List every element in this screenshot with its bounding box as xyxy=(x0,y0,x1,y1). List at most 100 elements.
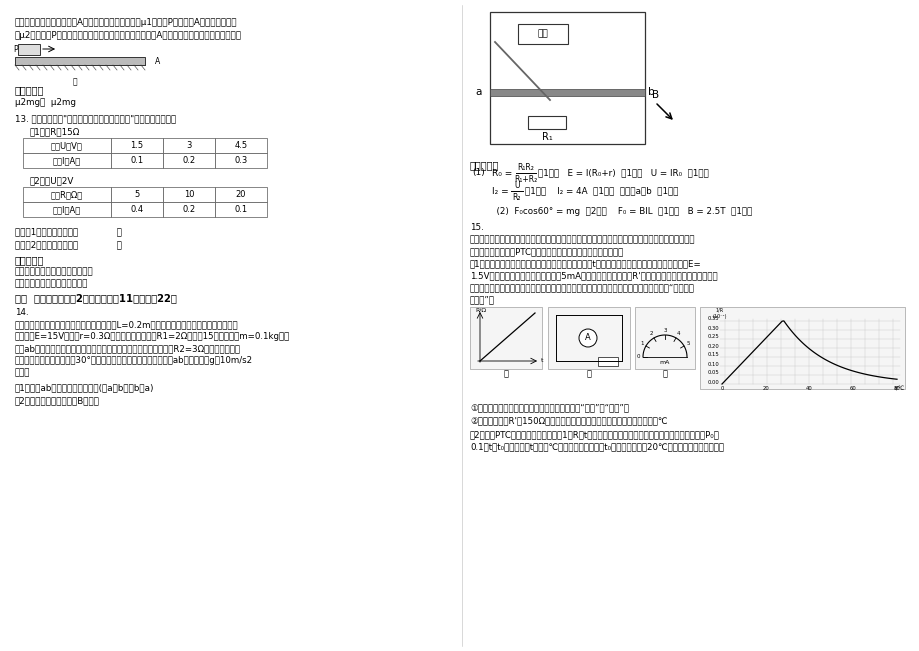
Text: 0.05: 0.05 xyxy=(707,370,719,376)
Text: 10: 10 xyxy=(184,190,194,199)
Text: 甲: 甲 xyxy=(503,369,508,378)
Text: a: a xyxy=(475,87,482,97)
Text: R₁: R₁ xyxy=(541,133,551,143)
Bar xyxy=(23,202,111,217)
Bar xyxy=(215,153,267,168)
Text: 0.15: 0.15 xyxy=(707,352,719,357)
Text: 1.5V，内阻不计）、电流表（量程为5mA、内阻不计）、电阻箱R'串联起来，连接成图（乙）所示电: 1.5V，内阻不计）、电流表（量程为5mA、内阻不计）、电阻箱R'串联起来，连接… xyxy=(470,271,717,280)
Text: B: B xyxy=(652,90,658,100)
Text: 电流I（A）: 电流I（A） xyxy=(52,205,81,214)
Text: （1分）    I₂ = 4A  （1分）  方向由a至b  （1分）: （1分） I₂ = 4A （1分） 方向由a至b （1分） xyxy=(525,186,678,195)
Text: μ2mg；  μ2mg: μ2mg； μ2mg xyxy=(15,98,76,107)
Text: 0.20: 0.20 xyxy=(707,344,719,348)
Circle shape xyxy=(578,329,596,347)
Text: R/Ω: R/Ω xyxy=(474,308,485,313)
Text: 3: 3 xyxy=(187,141,191,150)
Text: （2）匀强磁场磁感应强度B的大小: （2）匀强磁场磁感应强度B的大小 xyxy=(15,396,100,405)
Text: U: U xyxy=(514,180,519,189)
Bar xyxy=(490,89,644,96)
Text: 属棒ab水平地搭在导轨的外侧，并与导轨接触良好，接入电路的电阻R2=3Ω。为了使金属棒: 属棒ab水平地搭在导轨的外侧，并与导轨接触良好，接入电路的电阻R2=3Ω。为了使… xyxy=(15,344,241,353)
Text: 参考答案：: 参考答案： xyxy=(470,160,499,170)
Text: 为μ2，则木块P所受到长木板的摩擦力大小为＿＿，长木板A所受到地面的摩擦力大小为＿＿。: 为μ2，则木块P所受到长木板的摩擦力大小为＿＿，长木板A所受到地面的摩擦力大小为… xyxy=(15,31,242,40)
Text: 40: 40 xyxy=(805,386,812,391)
Bar xyxy=(517,24,567,44)
Text: 1: 1 xyxy=(640,341,642,346)
Text: 路，用该电阻做测温探头，把电流表的电流刻度改为相应的温度刻度，就得到一个简单的“金属电阻: 路，用该电阻做测温探头，把电流表的电流刻度改为相应的温度刻度，就得到一个简单的“… xyxy=(470,283,694,292)
Text: 0: 0 xyxy=(636,355,639,359)
Text: R₂: R₂ xyxy=(512,193,521,202)
Text: mA: mA xyxy=(659,361,669,365)
Text: （2）一由PTC元件做成的加热器，其1／R－t的关系如图（丁）所示，已知它向周围散热的功率为P₀＝: （2）一由PTC元件做成的加热器，其1／R－t的关系如图（丁）所示，已知它向周围… xyxy=(470,430,719,439)
Bar xyxy=(490,12,644,144)
Text: R₀ =: R₀ = xyxy=(492,169,512,178)
Bar xyxy=(470,307,541,369)
Text: 20: 20 xyxy=(235,190,246,199)
Text: 0: 0 xyxy=(720,386,723,391)
Text: 4.5: 4.5 xyxy=(234,141,247,150)
Text: (2)  F₀cos60° = mg  （2分）    F₀ = BIL  （1分）   B = 2.5T  （1分）: (2) F₀cos60° = mg （2分） F₀ = BIL （1分） B =… xyxy=(480,207,752,216)
Bar xyxy=(215,138,267,153)
Text: b: b xyxy=(647,87,653,97)
Bar xyxy=(548,307,630,369)
Bar xyxy=(163,153,215,168)
Text: 2: 2 xyxy=(649,331,652,336)
Bar xyxy=(111,153,163,168)
Bar xyxy=(111,202,163,217)
Text: 5: 5 xyxy=(686,341,689,346)
Text: 0.10: 0.10 xyxy=(707,361,719,367)
Text: 3: 3 xyxy=(663,327,666,333)
Text: 15.: 15. xyxy=(470,223,483,232)
Text: 1/R
(10⁻¹): 1/R (10⁻¹) xyxy=(712,308,726,319)
Text: ）求：: ）求： xyxy=(15,368,30,377)
Text: 分析表2数据，可得出结论              。: 分析表2数据，可得出结论 。 xyxy=(15,240,122,249)
Text: 表2电压U＝2V: 表2电压U＝2V xyxy=(30,176,74,185)
Text: 影响物质材料电阻率的因素很多，一般金属材料的电阻率随温度升高而增大，半导体材料的电阻率则: 影响物质材料电阻率的因素很多，一般金属材料的电阻率随温度升高而增大，半导体材料的… xyxy=(470,235,695,244)
Text: 参考答案：: 参考答案： xyxy=(15,85,44,95)
Text: 乙: 乙 xyxy=(586,369,591,378)
Text: 13. 下面的表格是"研究电流跟电压、电阻关系"的实验数据记录：: 13. 下面的表格是"研究电流跟电压、电阻关系"的实验数据记录： xyxy=(15,114,176,123)
Text: R₁+R₂: R₁+R₂ xyxy=(514,174,537,184)
Text: 4: 4 xyxy=(676,331,679,336)
Bar xyxy=(597,357,618,365)
Text: 0.2: 0.2 xyxy=(182,156,196,165)
Text: P: P xyxy=(13,44,17,53)
Text: ②若电阻箱阻值R'＝150Ω，则图（丙）中空格处对应的温度数值为＿＿＿＿℃: ②若电阻箱阻值R'＝150Ω，则图（丙）中空格处对应的温度数值为＿＿＿＿℃ xyxy=(470,416,667,425)
Text: （1分）   E = I(R₀+r)  （1分）   U = IR₀  （1分）: （1分） E = I(R₀+r) （1分） U = IR₀ （1分） xyxy=(538,169,709,178)
Bar xyxy=(23,153,111,168)
Text: 表1电阻R＝15Ω: 表1电阻R＝15Ω xyxy=(30,127,80,136)
Text: 60: 60 xyxy=(849,386,856,391)
Text: 分析表1数据，可得出结论              ：: 分析表1数据，可得出结论 ： xyxy=(15,227,122,236)
Text: 三、  实验题：本题共2小题，每小题11分，共计22分: 三、 实验题：本题共2小题，每小题11分，共计22分 xyxy=(15,293,176,303)
Text: 电阻一定时，电流和电压成正比。: 电阻一定时，电流和电压成正比。 xyxy=(15,267,94,276)
Text: 直处于静止状态。若长木板A与地面间的动摩擦因数为μ1，木块P与长木板A间的动摩擦因数: 直处于静止状态。若长木板A与地面间的动摩擦因数为μ1，木块P与长木板A间的动摩擦… xyxy=(15,18,237,27)
Text: 电流I（A）: 电流I（A） xyxy=(52,156,81,165)
Bar xyxy=(163,138,215,153)
Bar xyxy=(111,138,163,153)
Text: 随稳定升高而减小，PTC元件由于材料的原因有特殊的导电特性。: 随稳定升高而减小，PTC元件由于材料的原因有特殊的导电特性。 xyxy=(470,247,624,256)
Text: 电压一定时，电流和电阻成反比: 电压一定时，电流和电阻成反比 xyxy=(15,279,88,288)
Text: 0.1: 0.1 xyxy=(130,156,143,165)
Text: 两光滑金属导轨竖直平行放置，导轨间的宽度L=0.2m，且导轨电阻不计，其上端接一直流电: 两光滑金属导轨竖直平行放置，导轨间的宽度L=0.2m，且导轨电阻不计，其上端接一… xyxy=(15,320,238,329)
Text: （1）图（甲）是某种金属材料制成的电阻随摄氏温度t变化的图像，若用该电阻与电池（电动势E=: （1）图（甲）是某种金属材料制成的电阻随摄氏温度t变化的图像，若用该电阻与电池（… xyxy=(470,259,701,268)
Text: 0.00: 0.00 xyxy=(707,380,719,385)
Bar xyxy=(23,187,111,202)
Text: 0.3: 0.3 xyxy=(234,156,247,165)
Text: 0.4: 0.4 xyxy=(130,205,143,214)
Text: 0.1（t－t₀）瓦，其中t（单位℃）为加热器的温度，t₀为室温（本题取20℃）。当加热器产生的热功: 0.1（t－t₀）瓦，其中t（单位℃）为加热器的温度，t₀为室温（本题取20℃）… xyxy=(470,442,723,451)
Text: 0.2: 0.2 xyxy=(182,205,196,214)
Bar xyxy=(163,202,215,217)
Bar xyxy=(18,44,40,55)
Bar xyxy=(634,307,694,369)
Text: I₂ =: I₂ = xyxy=(492,186,508,195)
Text: 80: 80 xyxy=(892,386,900,391)
Text: 参考答案：: 参考答案： xyxy=(15,255,44,265)
Text: R₁R₂: R₁R₂ xyxy=(517,163,534,171)
Text: t: t xyxy=(540,359,543,363)
Text: 0.25: 0.25 xyxy=(707,335,719,340)
Text: 14.: 14. xyxy=(15,308,28,317)
Text: （1）通过ab的电流的大小和方向(由a至b或由b至a): （1）通过ab的电流的大小和方向(由a至b或由b至a) xyxy=(15,383,154,392)
Text: t/℃: t/℃ xyxy=(894,385,904,390)
Text: 0.1: 0.1 xyxy=(234,205,247,214)
Bar xyxy=(111,187,163,202)
Text: A: A xyxy=(584,333,590,342)
